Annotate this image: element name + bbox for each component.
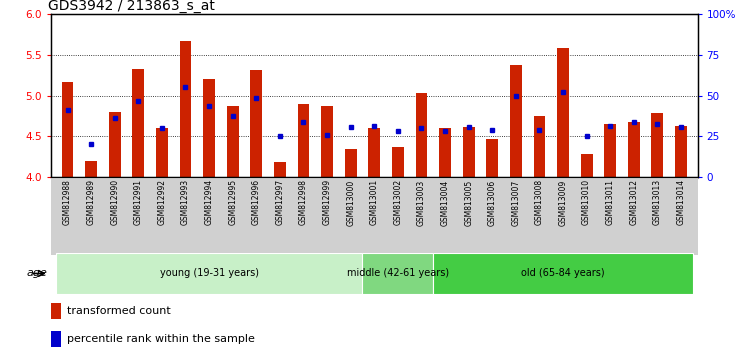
Text: GDS3942 / 213863_s_at: GDS3942 / 213863_s_at [48,0,214,13]
Text: GSM812990: GSM812990 [110,179,119,225]
Bar [675,126,687,177]
Bar [486,139,498,177]
Text: GSM812997: GSM812997 [275,179,284,225]
Bar [604,124,616,177]
Text: GSM813009: GSM813009 [559,179,568,225]
Bar [463,126,475,177]
Bar [179,41,191,177]
Bar [433,253,693,294]
Text: GSM813004: GSM813004 [440,179,449,225]
Text: GSM812995: GSM812995 [228,179,237,225]
Bar [510,65,522,177]
Bar [533,116,545,177]
Text: GSM813010: GSM813010 [582,179,591,225]
Bar [368,128,380,177]
Text: GSM813005: GSM813005 [464,179,473,225]
Text: transformed count: transformed count [68,306,171,316]
Bar [557,48,569,177]
Bar [86,161,97,177]
Bar [652,114,663,177]
Bar [56,253,362,294]
Text: GSM813011: GSM813011 [606,179,615,225]
Bar [298,104,309,177]
Text: GSM812999: GSM812999 [322,179,332,225]
Text: GSM813003: GSM813003 [417,179,426,225]
Bar [226,106,238,177]
Bar [51,303,62,319]
Bar [203,79,215,177]
Bar [274,162,286,177]
Bar [321,106,333,177]
Bar [251,69,262,177]
Text: GSM812996: GSM812996 [252,179,261,225]
Text: middle (42-61 years): middle (42-61 years) [346,268,449,279]
Text: GSM812991: GSM812991 [134,179,142,225]
Text: GSM812993: GSM812993 [181,179,190,225]
Text: GSM813008: GSM813008 [535,179,544,225]
Text: GSM813001: GSM813001 [370,179,379,225]
Bar [62,82,74,177]
Text: old (65-84 years): old (65-84 years) [521,268,605,279]
Text: GSM813013: GSM813013 [653,179,662,225]
Bar [51,331,62,347]
Bar [109,112,121,177]
Bar [440,128,451,177]
Bar [362,253,434,294]
Bar [345,149,356,177]
Text: GSM813000: GSM813000 [346,179,355,225]
Text: GSM813012: GSM813012 [629,179,638,225]
Bar [392,147,404,177]
Text: GSM813014: GSM813014 [676,179,686,225]
Text: GSM813007: GSM813007 [512,179,520,225]
Text: GSM812989: GSM812989 [86,179,95,225]
Bar [133,69,144,177]
Bar [580,154,592,177]
Bar [156,128,168,177]
Text: age: age [26,268,47,279]
Text: GSM812988: GSM812988 [63,179,72,225]
Bar [628,122,640,177]
Text: GSM812992: GSM812992 [158,179,166,225]
Text: GSM813002: GSM813002 [393,179,402,225]
Text: GSM812994: GSM812994 [205,179,214,225]
Text: percentile rank within the sample: percentile rank within the sample [68,334,255,344]
Text: young (19-31 years): young (19-31 years) [160,268,259,279]
Text: GSM812998: GSM812998 [299,179,308,225]
Bar [416,93,428,177]
Text: GSM813006: GSM813006 [488,179,496,225]
